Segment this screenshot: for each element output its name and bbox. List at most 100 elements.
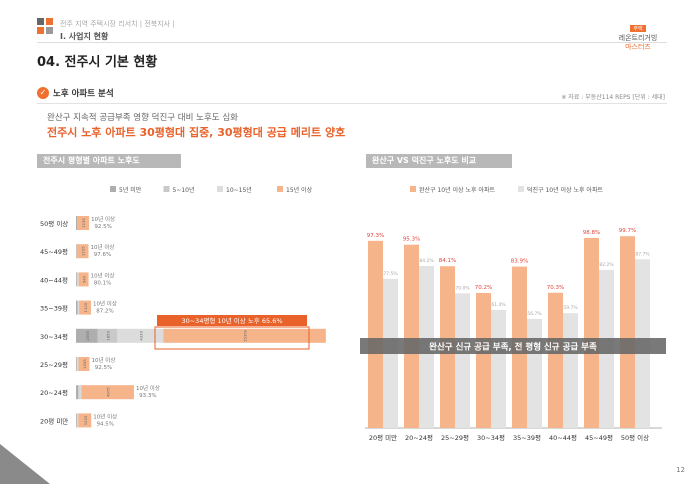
side-label-title: 10년 이상 bbox=[91, 243, 115, 251]
legend-swatch-left bbox=[163, 186, 170, 192]
brand-logo: 주택 레온트리거빙 마스터즈 bbox=[608, 15, 668, 52]
bar-segment bbox=[79, 300, 91, 315]
value-label-wansan: 84.1% bbox=[439, 258, 456, 264]
side-label-value: 97.6% bbox=[94, 252, 111, 258]
segment-value: 15350 bbox=[243, 329, 248, 342]
banner-box bbox=[360, 338, 666, 354]
callout-box bbox=[157, 315, 307, 326]
segment-value: 1850 bbox=[106, 330, 111, 340]
callout-text: 30~34평형 10년 이상 노후 65.6% bbox=[181, 316, 282, 325]
segment-value: 940 bbox=[82, 275, 87, 283]
category-label: 20~24평 bbox=[40, 388, 68, 397]
value-label-wansan: 97.3% bbox=[367, 233, 384, 239]
value-label-deokjin: 77.5% bbox=[383, 271, 398, 277]
bar-segment bbox=[78, 385, 80, 400]
x-tick-label: 20~24평 bbox=[405, 433, 433, 442]
segment-value: 1120 bbox=[83, 302, 88, 312]
side-label-value: 92.5% bbox=[95, 365, 112, 371]
check-icon: ✓ bbox=[37, 87, 49, 99]
value-label-wansan: 98.8% bbox=[583, 230, 600, 236]
header-divider bbox=[37, 42, 667, 43]
value-label-deokjin: 84.2% bbox=[419, 258, 434, 264]
bar-segment bbox=[81, 385, 134, 400]
segment-value: 1035 bbox=[82, 359, 87, 369]
value-label-wansan: 95.3% bbox=[403, 237, 420, 243]
header-top-text: 전주 지역 주택시장 리서치 | 전북지사 | bbox=[60, 20, 175, 28]
bar-deokjin bbox=[455, 293, 470, 428]
bar-segment bbox=[117, 328, 164, 343]
x-tick-label: 30~34평 bbox=[477, 433, 505, 442]
x-tick-label: 45~49평 bbox=[585, 433, 613, 442]
value-label-wansan: 99.7% bbox=[619, 228, 636, 234]
section-title: I. 사업지 현황 bbox=[60, 32, 109, 41]
category-label: 35~39평 bbox=[40, 304, 68, 313]
side-label-title: 10년 이상 bbox=[91, 215, 115, 223]
bar-segment bbox=[77, 216, 90, 230]
corner-decoration bbox=[0, 444, 50, 484]
bar-segment bbox=[77, 272, 79, 287]
headline: 전주시 노후 아파트 30평형대 집중, 30평형대 공급 메리트 양호 bbox=[47, 126, 346, 139]
bar-wansan bbox=[584, 237, 599, 428]
bar-segment bbox=[97, 328, 118, 343]
x-tick-label: 50평 이상 bbox=[621, 433, 649, 442]
bar-segment bbox=[76, 300, 78, 315]
value-label-deokjin: 70.0% bbox=[455, 285, 470, 291]
bar-segment bbox=[76, 357, 78, 371]
subsection-title: 노후 아파트 분석 bbox=[53, 89, 114, 99]
bar-deokjin bbox=[491, 309, 506, 428]
side-label-value: 93.3% bbox=[139, 393, 156, 399]
legend-label-right: 완산구 10년 이상 노후 아파트 bbox=[419, 186, 495, 194]
x-tick-label: 20평 미만 bbox=[369, 433, 397, 442]
left-chart-title: 전주시 평형별 아파트 노후도 bbox=[37, 154, 181, 168]
value-label-wansan: 70.2% bbox=[475, 285, 492, 291]
bar-segment bbox=[76, 244, 89, 259]
bar-segment bbox=[78, 413, 92, 428]
brand-line2: 마스터즈 bbox=[625, 43, 651, 51]
bar-segment bbox=[77, 300, 80, 315]
value-label-deokjin: 82.2% bbox=[599, 262, 614, 268]
banner-text: 완산구 신규 공급 부족, 전 평형 신규 공급 부족 bbox=[429, 342, 597, 353]
source-note: ※ 자료 : 부동산114 REPS [단위 : 세대] bbox=[561, 94, 665, 101]
description: 완산구 지속적 공급부족 영향 덕진구 대비 노후도 심화 bbox=[47, 113, 238, 123]
value-label-deokjin: 61.4% bbox=[491, 302, 506, 308]
x-tick-label: 25~29평 bbox=[441, 433, 469, 442]
category-label: 20평 미만 bbox=[40, 416, 68, 425]
side-label-title: 10년 이상 bbox=[91, 271, 115, 279]
legend-label-right: 덕진구 10년 이상 노후 아파트 bbox=[527, 186, 603, 194]
bar-segment bbox=[76, 413, 78, 428]
value-label-wansan: 70.3% bbox=[547, 285, 564, 291]
bar-segment bbox=[77, 413, 79, 428]
bar-wansan bbox=[548, 292, 563, 428]
category-label: 40~44평 bbox=[40, 275, 68, 284]
bar-wansan bbox=[620, 236, 635, 428]
value-label-deokjin: 56.7% bbox=[527, 311, 542, 317]
side-label-title: 10년 이상 bbox=[93, 412, 117, 420]
value-label-deokjin: 59.7% bbox=[563, 305, 578, 311]
bar-segment bbox=[76, 244, 78, 259]
bar-segment bbox=[77, 357, 79, 371]
page-number: 12 bbox=[676, 466, 685, 474]
category-label: 25~29평 bbox=[40, 360, 68, 369]
bar-deokjin bbox=[563, 313, 578, 428]
bar-segment bbox=[77, 300, 79, 315]
side-label-value: 94.5% bbox=[97, 421, 114, 427]
right-chart-title: 완산구 VS 덕진구 노후도 비교 bbox=[366, 154, 512, 168]
category-label: 30~34평 bbox=[40, 332, 68, 341]
legend-swatch-right bbox=[410, 186, 416, 192]
bar-segment bbox=[79, 385, 82, 400]
callout-outline bbox=[154, 326, 310, 350]
x-tick-label: 40~44평 bbox=[549, 433, 577, 442]
logo-icon bbox=[37, 18, 53, 34]
segment-value: 2055 bbox=[85, 330, 90, 340]
bar-segment bbox=[76, 357, 77, 371]
category-label: 50평 이상 bbox=[40, 219, 68, 228]
legend-swatch-left bbox=[110, 186, 116, 192]
x-tick-label: 35~39평 bbox=[513, 433, 541, 442]
brand-badge: 주택 bbox=[630, 25, 646, 32]
value-label-wansan: 83.9% bbox=[511, 259, 528, 265]
segment-value: 1135 bbox=[81, 218, 86, 228]
segment-value: 1225 bbox=[83, 415, 88, 425]
side-label-title: 10년 이상 bbox=[91, 356, 115, 364]
